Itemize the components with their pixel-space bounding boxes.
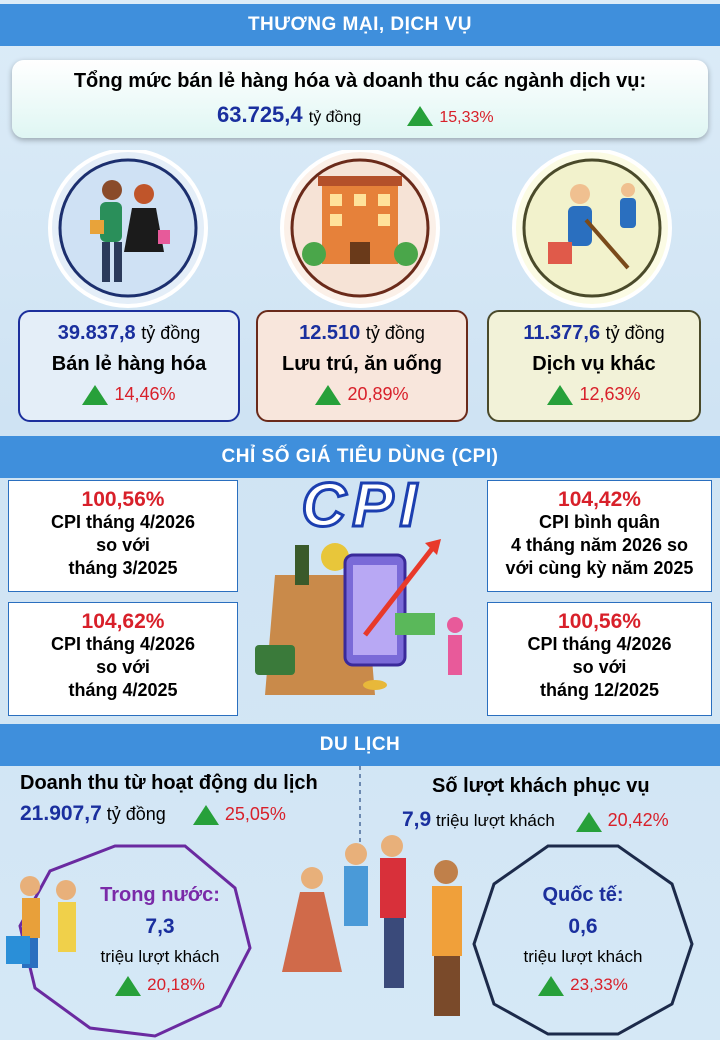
- revenue-growth: 25,05%: [224, 804, 286, 824]
- revenue-title: Doanh thu từ hoạt động du lịch: [20, 772, 318, 794]
- sector-value: 39.837,8: [57, 322, 136, 344]
- cpi-text: CPI tháng 4/2026: [50, 512, 196, 532]
- section-header: THƯƠNG MẠI, DỊCH VỤ: [0, 4, 720, 46]
- sector-value: 12.510: [299, 322, 361, 344]
- total-title: Tổng mức bán lẻ hàng hóa và doanh thu cá…: [73, 70, 647, 92]
- cpi-value: 100,56%: [81, 488, 165, 511]
- tourism-graphics: [6, 766, 694, 1038]
- cpi-text: CPI bình quân: [539, 512, 660, 532]
- revenue-line: 21.907,7 tỷ đồng 25,05%: [20, 802, 286, 826]
- cpi-value: 104,42%: [558, 488, 641, 511]
- hotel-icon: [280, 150, 440, 308]
- cpi-text: tháng 3/2025: [68, 558, 178, 578]
- sector-icons: [48, 150, 672, 308]
- domestic-value: 7,3: [145, 915, 175, 938]
- cpi-text: so với: [572, 657, 627, 677]
- international: Quốc tế: 0,6 triệu lượt khách 23,33%: [498, 884, 668, 996]
- international-label: Quốc tế:: [542, 884, 624, 906]
- international-growth: 23,33%: [570, 975, 628, 994]
- up-arrow: [547, 385, 574, 406]
- cpi-box: 104,42% CPI bình quân 4 tháng năm 2026 s…: [487, 480, 712, 592]
- cpi-illustration: [255, 539, 463, 695]
- cpi-box: 100,56% CPI tháng 4/2026 so với tháng 12…: [487, 602, 712, 716]
- sector-value: 11.377,6: [523, 322, 601, 344]
- up-arrow: [192, 805, 219, 826]
- sector-growth: 14,46%: [114, 384, 176, 404]
- cpi-text: CPI tháng 4/2026: [527, 634, 672, 654]
- domestic-growth: 20,18%: [147, 975, 205, 994]
- sector-unit: tỷ đồng: [605, 323, 665, 343]
- cpi-text: so với: [96, 535, 150, 555]
- total-unit: tỷ đồng: [308, 109, 362, 126]
- sector-unit: tỷ đồng: [365, 323, 425, 343]
- travelers: [6, 835, 462, 1016]
- up-arrow: [575, 811, 602, 832]
- cpi-value: 100,56%: [558, 610, 641, 633]
- total-line: 63.725,4 tỷ đồng 15,33%: [217, 102, 494, 128]
- total-box: Tổng mức bán lẻ hàng hóa và doanh thu cá…: [12, 60, 708, 138]
- cpi-text: CPI tháng 4/2026: [50, 634, 196, 654]
- up-arrow: [538, 975, 565, 996]
- visitors-unit: triệu lượt khách: [435, 811, 555, 830]
- cpi-text: tháng 12/2025: [539, 680, 660, 700]
- total-growth: 15,33%: [439, 109, 494, 126]
- sector-label: Dịch vụ khác: [532, 353, 656, 375]
- visitors-title: Số lượt khách phục vụ: [432, 775, 650, 797]
- up-arrow: [407, 106, 434, 127]
- cpi-box: 104,62% CPI tháng 4/2026 so với tháng 4/…: [8, 602, 238, 716]
- service-icon: [512, 150, 672, 308]
- cpi-value: 104,62%: [81, 610, 165, 633]
- sector-card: 39.837,8 tỷ đồng Bán lẻ hàng hóa 14,46%: [18, 310, 240, 422]
- visitors-growth: 20,42%: [607, 810, 669, 830]
- up-arrow: [315, 385, 342, 406]
- international-octagon: [472, 844, 694, 1036]
- sector-growth: 12,63%: [579, 384, 641, 404]
- visitors-line: 7,9 triệu lượt khách 20,42%: [402, 808, 669, 832]
- visitors-value: 7,9: [402, 808, 432, 831]
- cpi-text: so với: [96, 657, 150, 677]
- sector-unit: tỷ đồng: [141, 323, 201, 343]
- shopping-icon: [48, 150, 208, 308]
- cpi-box: 100,56% CPI tháng 4/2026 so với tháng 3/…: [8, 480, 238, 592]
- sector-card: 11.377,6 tỷ đồng Dịch vụ khác 12,63%: [487, 310, 701, 422]
- sector-card: 12.510 tỷ đồng Lưu trú, ăn uống 20,89%: [256, 310, 468, 422]
- sector-label: Lưu trú, ăn uống: [281, 353, 442, 375]
- international-unit: triệu lượt khách: [523, 947, 643, 966]
- cpi-text: với cùng kỳ năm 2025: [505, 558, 694, 578]
- cpi-text: 4 tháng năm 2026 so: [510, 535, 689, 555]
- domestic: Trong nước: 7,3 triệu lượt khách 20,18%: [75, 884, 245, 996]
- domestic-label: Trong nước:: [100, 884, 220, 906]
- up-arrow: [82, 385, 109, 406]
- section-header: DU LỊCH: [0, 724, 720, 766]
- revenue-unit: tỷ đồng: [106, 804, 166, 824]
- section-header: CHỈ SỐ GIÁ TIÊU DÙNG (CPI): [0, 436, 720, 478]
- up-arrow: [115, 975, 142, 996]
- revenue-value: 21.907,7: [20, 802, 102, 825]
- sector-growth: 20,89%: [347, 384, 409, 404]
- cpi-text: tháng 4/2025: [68, 680, 178, 700]
- domestic-unit: triệu lượt khách: [100, 947, 220, 966]
- cpi-logo: CPI: [300, 470, 423, 542]
- total-value: 63.725,4: [217, 102, 303, 127]
- international-value: 0,6: [568, 915, 598, 938]
- sector-label: Bán lẻ hàng hóa: [51, 353, 207, 375]
